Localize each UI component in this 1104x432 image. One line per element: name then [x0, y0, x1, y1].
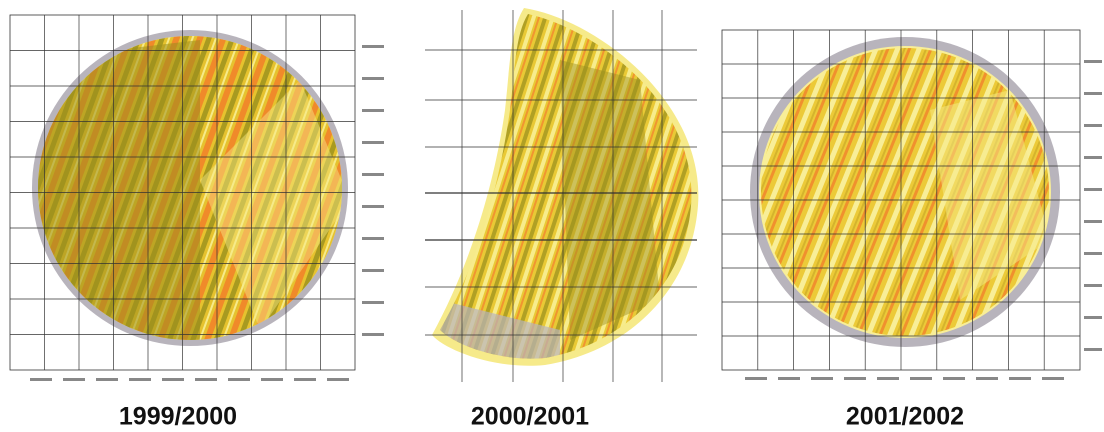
coord-label — [1084, 252, 1102, 255]
map-2001 — [722, 30, 1102, 380]
map-label: 2001/2002 — [846, 403, 964, 431]
coord-label — [1009, 377, 1031, 380]
coord-label — [877, 377, 899, 380]
coord-label — [195, 378, 217, 381]
coord-label — [1042, 377, 1064, 380]
coord-label — [1084, 92, 1102, 95]
coord-label — [362, 205, 384, 208]
coord-label — [1084, 316, 1102, 319]
coord-label — [1084, 348, 1102, 351]
coord-label — [362, 269, 384, 272]
coord-label — [63, 378, 85, 381]
coord-label — [261, 378, 283, 381]
coord-label — [362, 173, 384, 176]
coord-label — [162, 378, 184, 381]
coord-label — [976, 377, 998, 380]
coord-label — [778, 377, 800, 380]
coord-label — [1084, 284, 1102, 287]
coord-label — [1084, 220, 1102, 223]
coord-label — [129, 378, 151, 381]
coord-label — [327, 378, 349, 381]
coord-label — [1084, 156, 1102, 159]
coord-label — [362, 237, 384, 240]
map-label: 1999/2000 — [119, 403, 237, 431]
map-1999 — [10, 15, 384, 381]
coord-label — [294, 378, 316, 381]
coord-label — [362, 301, 384, 304]
coord-label — [362, 333, 384, 336]
coord-label — [844, 377, 866, 380]
yield-zone — [30, 40, 200, 350]
coord-label — [362, 77, 384, 80]
map-label: 2000/2001 — [471, 403, 589, 431]
coord-label — [362, 141, 384, 144]
yield-maps: 1999/2000 2000/2001 2001/2002 — [0, 0, 1104, 432]
coord-label — [1084, 124, 1102, 127]
coord-label — [745, 377, 767, 380]
coord-label — [228, 378, 250, 381]
coord-label — [96, 378, 118, 381]
coord-label — [1084, 60, 1102, 63]
coord-label — [910, 377, 932, 380]
coord-label — [943, 377, 965, 380]
coord-label — [811, 377, 833, 380]
coord-label — [30, 378, 52, 381]
map-2000 — [420, 8, 710, 382]
coord-label — [362, 45, 384, 48]
coord-label — [362, 109, 384, 112]
coord-label — [1084, 188, 1102, 191]
